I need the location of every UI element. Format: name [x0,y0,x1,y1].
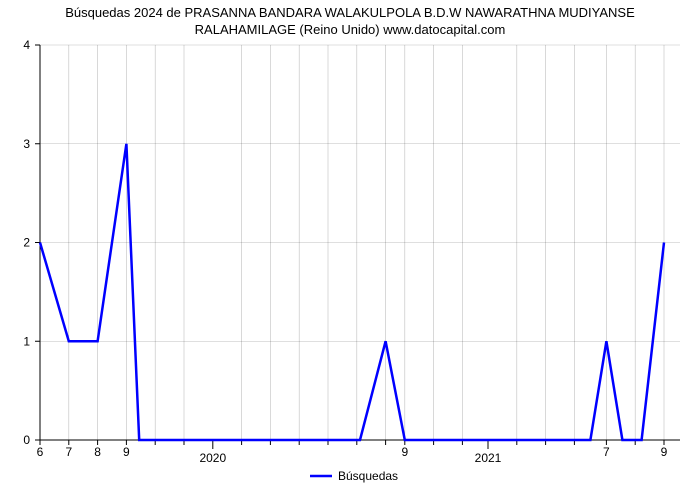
svg-text:2020: 2020 [199,451,226,465]
svg-text:1: 1 [23,334,30,348]
svg-text:8: 8 [94,445,101,459]
svg-text:3: 3 [23,137,30,151]
chart-svg: 01234678920209202179Búsquedas [0,0,700,500]
svg-text:7: 7 [65,445,72,459]
svg-text:4: 4 [23,38,30,52]
svg-text:6: 6 [37,445,44,459]
chart-container: Búsquedas 2024 de PRASANNA BANDARA WALAK… [0,0,700,500]
svg-text:2021: 2021 [475,451,502,465]
svg-text:2: 2 [23,236,30,250]
svg-text:9: 9 [661,445,668,459]
svg-text:0: 0 [23,433,30,447]
svg-text:Búsquedas: Búsquedas [338,469,398,483]
svg-text:7: 7 [603,445,610,459]
svg-text:9: 9 [123,445,130,459]
svg-text:9: 9 [401,445,408,459]
